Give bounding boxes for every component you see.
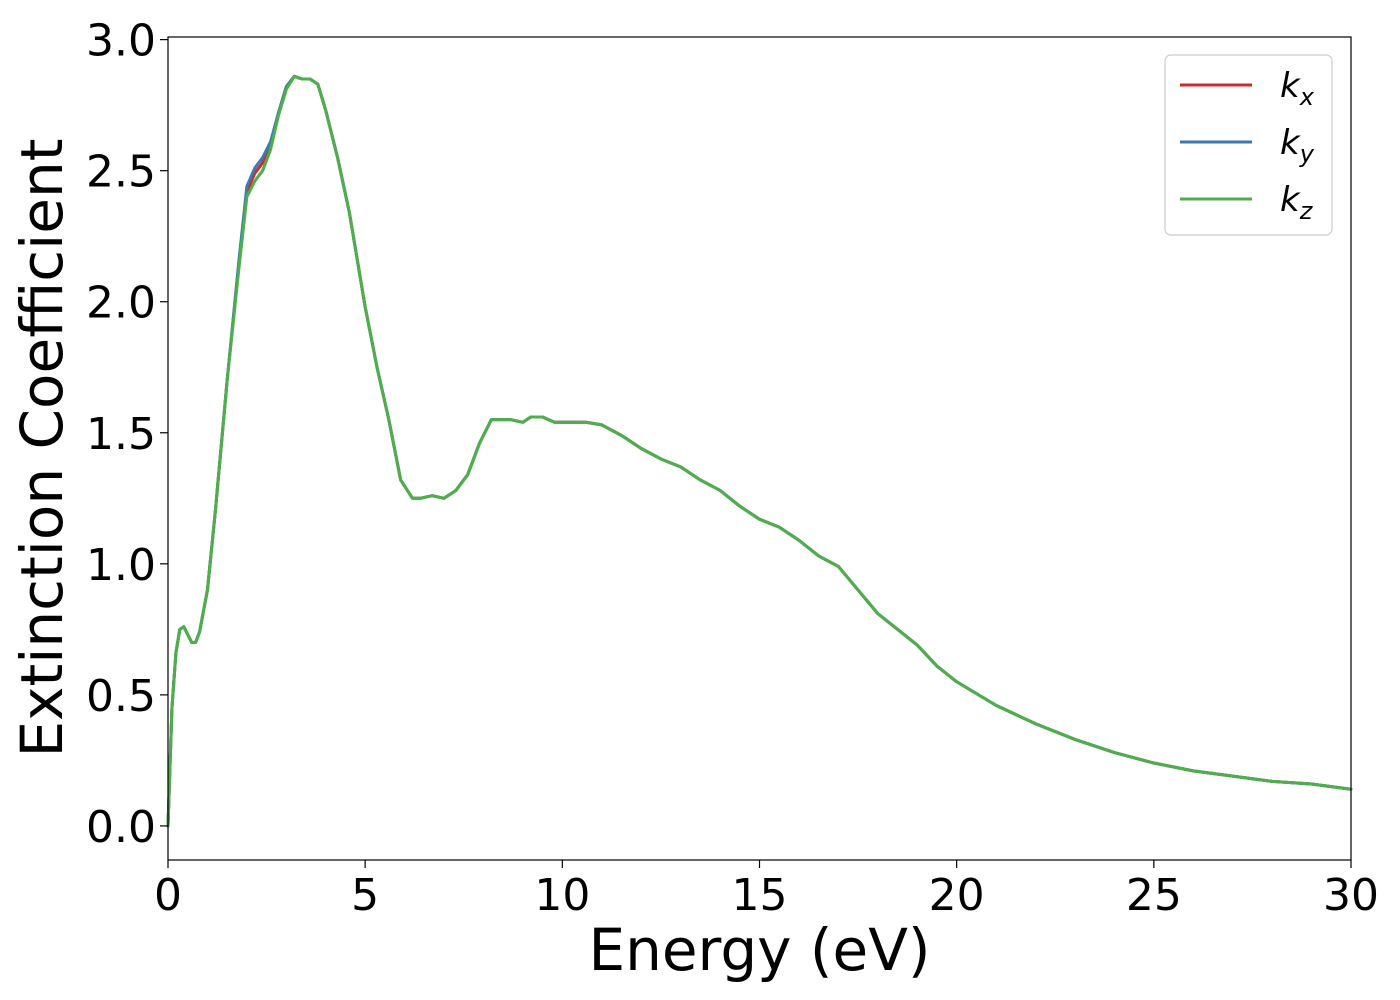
y-axis-ticks: 0.0 0.5 1.0 1.5 2.0 2.5 3.0	[86, 16, 168, 853]
legend-box	[1164, 54, 1333, 236]
x-tick-label: 15	[732, 870, 788, 921]
x-tick-label: 20	[929, 870, 985, 921]
x-tick-label: 5	[351, 870, 379, 921]
legend-label-subscript: y	[1299, 140, 1315, 168]
y-tick-label: 3.0	[86, 16, 156, 67]
series-line-k-z	[166, 74, 1353, 828]
legend-label-subscript: z	[1299, 197, 1314, 225]
x-tick-label: 25	[1126, 870, 1182, 921]
y-tick-label: 2.5	[86, 147, 156, 198]
x-tick-label: 30	[1323, 870, 1379, 921]
legend-label-subscript: x	[1299, 83, 1315, 111]
legend-label: kz	[1280, 180, 1314, 225]
legend-label: kx	[1280, 66, 1315, 111]
legend-label-base: k	[1280, 66, 1301, 106]
y-tick-label: 2.0	[86, 278, 156, 329]
x-tick-label: 10	[534, 870, 590, 921]
y-tick-label: 1.5	[86, 409, 156, 460]
x-axis-title: Energy (eV)	[588, 916, 930, 984]
x-axis-ticks: 0 5 10 15 20 25 30	[154, 860, 1379, 921]
y-axis-title: Extinction Coefficient	[8, 139, 76, 758]
y-tick-label: 0.5	[86, 671, 156, 722]
legend-label: ky	[1280, 123, 1315, 168]
x-tick-label: 0	[154, 870, 182, 921]
y-tick-label: 0.0	[86, 802, 156, 853]
plot-area	[166, 36, 1353, 861]
legend-label-base: k	[1280, 180, 1301, 220]
series-layer	[166, 74, 1353, 828]
y-tick-label: 1.0	[86, 540, 156, 591]
legend-label-base: k	[1280, 123, 1301, 163]
